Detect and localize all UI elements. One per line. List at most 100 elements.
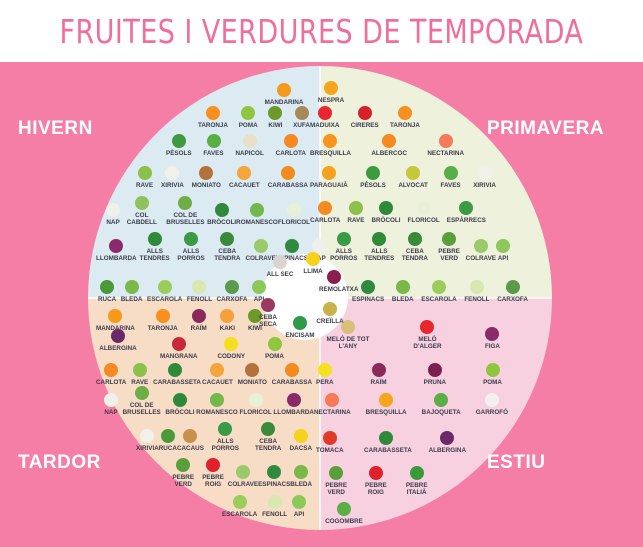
produce-icon — [496, 239, 510, 253]
produce-item: COL DE BRUSELLES — [164, 196, 208, 226]
produce-icon — [322, 431, 337, 445]
center-produce-item: REMOLATXA — [314, 270, 358, 293]
spring-row: PARAGUAIÀ PÈSOLS ALVOCAT FAVES XIRIVIA — [310, 157, 496, 189]
page-title: FRUITES I VERDURES DE TEMPORADA — [59, 11, 584, 51]
produce-label: PEBRE VERD — [325, 482, 348, 496]
produce-label: MELÓ D'ALGER — [413, 336, 442, 350]
produce-icon — [485, 363, 500, 377]
produce-icon — [155, 309, 170, 323]
produce-icon — [178, 196, 193, 210]
produce-label: TOMACA — [316, 447, 344, 454]
produce-label: POMA — [483, 379, 502, 386]
produce-item: CIRERES — [351, 106, 379, 129]
autumn-row: ALBERGINA — [96, 320, 140, 352]
produce-icon — [242, 134, 257, 148]
produce-label: API — [253, 296, 265, 303]
produce-label: RAVE — [131, 379, 149, 386]
produce-label: COLRAVE — [465, 255, 496, 262]
produce-item: NESPRA — [318, 81, 344, 104]
produce-icon — [306, 252, 320, 266]
produce-item: NAP — [104, 393, 118, 416]
produce-item: FAVES — [440, 166, 461, 189]
produce-icon — [505, 280, 520, 294]
produce-label: PEBRE ROIG — [202, 474, 224, 488]
produce-item: BRÒCOLI — [371, 201, 401, 224]
produce-icon — [220, 232, 235, 246]
produce-item: ALBERGINA — [429, 431, 466, 454]
produce-label: FLORICOL — [239, 409, 272, 416]
produce-item: ESPINACS — [276, 239, 308, 262]
produce-label: MONIATO — [237, 379, 267, 386]
produce-label: COGOMBRE — [325, 518, 363, 525]
produce-label: CARABASSETA — [364, 447, 412, 454]
produce-icon — [327, 270, 341, 284]
produce-icon — [267, 495, 282, 509]
produce-label: FIGA — [484, 343, 500, 350]
produce-label: CACAUET — [228, 182, 260, 189]
produce-label: BRESQUILLA — [310, 150, 351, 157]
produce-icon — [224, 337, 239, 351]
produce-icon — [237, 166, 252, 180]
produce-icon — [317, 106, 332, 120]
produce-icon — [357, 106, 372, 120]
produce-label: TARONJA — [198, 122, 228, 129]
produce-item: FENOLL — [187, 280, 212, 303]
autumn-row: PEBRE VERD PEBRE ROIG COLRAVE ESPINACS BLEDA — [168, 456, 312, 488]
produce-icon — [324, 81, 338, 95]
produce-label: COLRAVE — [245, 255, 276, 262]
produce-icon — [157, 280, 172, 294]
produce-label: NAPICOL — [235, 150, 264, 157]
title-banner: FRUITES I VERDURES DE TEMPORADA — [0, 0, 643, 62]
produce-icon — [108, 309, 123, 323]
produce-item: PEBRE VERD — [168, 458, 198, 488]
produce-icon — [294, 106, 309, 120]
produce-icon — [191, 309, 206, 323]
produce-icon — [248, 393, 263, 407]
produce-item: COL CABDELL — [120, 196, 164, 226]
produce-icon — [434, 393, 449, 407]
produce-label: POMA — [265, 353, 284, 360]
produce-icon — [323, 302, 337, 316]
produce-label: NESPRA — [317, 97, 345, 104]
produce-icon — [459, 201, 474, 215]
produce-label: ALL SEC — [266, 271, 294, 278]
produce-label: ALLS TENDRES — [139, 248, 170, 262]
produce-item: CARABASSA — [268, 166, 308, 189]
produce-item: CEBA TENDRA — [247, 422, 290, 452]
produce-label: CEBA SECA — [259, 314, 277, 328]
produce-icon — [348, 201, 363, 215]
produce-label: PÈSOLS — [360, 182, 386, 189]
produce-item: BRÒCOLI — [207, 203, 236, 226]
produce-label: ESPINACS — [275, 255, 308, 262]
produce-label: CARXOFA — [216, 296, 248, 303]
produce-label: RUCA — [98, 296, 117, 303]
produce-item: RAÏM — [191, 309, 207, 332]
produce-label: KIWI — [247, 325, 262, 332]
produce-item: API — [496, 239, 510, 262]
produce-item: COGOMBRE — [325, 502, 363, 525]
produce-icon — [134, 386, 149, 400]
produce-item: KAKI — [220, 309, 235, 332]
produce-icon — [484, 393, 499, 407]
produce-icon — [325, 393, 340, 407]
produce-label: CACAUET — [202, 379, 233, 386]
produce-item: PEBRE ITALIÀ — [395, 466, 438, 496]
produce-item: API — [251, 280, 266, 303]
produce-label: CARLOTA — [96, 379, 127, 386]
produce-item: FAVES — [203, 134, 224, 157]
produce-label: CARABASSA — [267, 182, 308, 189]
produce-item: RAÏM — [371, 363, 387, 386]
produce-item: FLORICOL — [408, 201, 440, 224]
produce-label: NAP — [104, 409, 118, 416]
produce-label: PRUNA — [423, 379, 447, 386]
produce-label: TARONJA — [390, 122, 420, 129]
produce-item: MADUIXA — [310, 106, 339, 129]
produce-icon — [165, 166, 180, 180]
produce-item: ALBERCOC — [371, 134, 407, 157]
produce-icon — [140, 429, 155, 443]
summer-row: PERA RAÏM PRUNA POMA — [316, 354, 502, 386]
produce-item: ALBERGINA — [99, 329, 137, 352]
produce-icon — [206, 134, 221, 148]
produce-item: TARONJA — [390, 106, 420, 129]
produce-item: PARAGUAIÀ — [310, 166, 348, 189]
